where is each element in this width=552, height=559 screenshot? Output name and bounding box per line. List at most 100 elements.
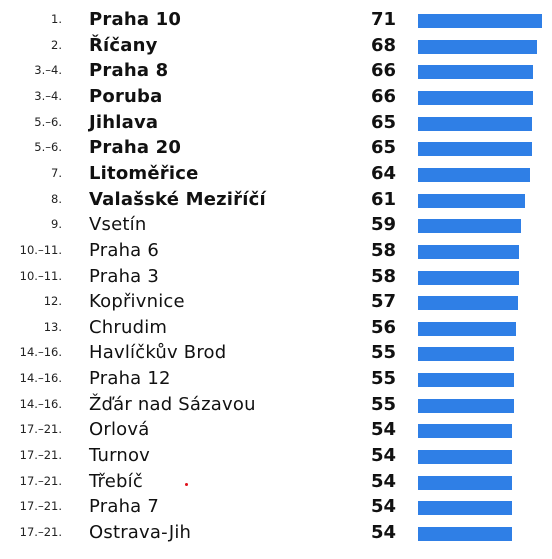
category-label: Říčany bbox=[89, 34, 158, 56]
value-label: 54 bbox=[370, 445, 396, 467]
category-label: Jihlava bbox=[89, 111, 159, 133]
table-row: 14.–16. Havlíčkův Brod 55 bbox=[0, 342, 552, 367]
table-row: 17.–21. Orlová 54 bbox=[0, 419, 552, 444]
value-label: 66 bbox=[370, 85, 396, 107]
category-label: Praha 6 bbox=[89, 239, 159, 261]
value-label: 65 bbox=[370, 111, 396, 133]
rank-label: 14.–16. bbox=[19, 345, 62, 360]
table-row: 17.–21. Třebíč 54 bbox=[0, 471, 552, 496]
table-row: 10.–11. Praha 3 58 bbox=[0, 266, 552, 291]
bar bbox=[418, 527, 513, 541]
value-label: 64 bbox=[370, 162, 396, 184]
bar bbox=[418, 244, 520, 259]
bar bbox=[418, 65, 534, 80]
category-label: Chrudim bbox=[89, 316, 168, 338]
value-label: 66 bbox=[370, 60, 396, 82]
rank-label: 17.–21. bbox=[19, 473, 62, 488]
rank-label: 5.–6. bbox=[34, 140, 62, 155]
rank-label: 10.–11. bbox=[19, 268, 62, 283]
value-label: 57 bbox=[370, 291, 396, 313]
value-label: 71 bbox=[370, 9, 396, 30]
bar bbox=[418, 116, 532, 131]
table-row: 9. Vsetín 59 bbox=[0, 214, 552, 239]
table-row: 17.–21. Praha 7 54 bbox=[0, 496, 552, 521]
bar bbox=[418, 450, 513, 465]
table-row: 3.–4. Poruba 66 bbox=[0, 86, 552, 111]
bar bbox=[418, 193, 525, 208]
bar bbox=[418, 296, 518, 311]
rank-label: 1. bbox=[51, 12, 62, 26]
table-row: 17.–21. Turnov 54 bbox=[0, 445, 552, 470]
value-label: 54 bbox=[370, 496, 396, 518]
value-label: 55 bbox=[370, 393, 396, 415]
category-label: Orlová bbox=[89, 419, 150, 441]
red-dot-marker bbox=[185, 483, 188, 486]
value-label: 55 bbox=[370, 368, 396, 390]
bar bbox=[418, 475, 513, 490]
value-label: 61 bbox=[370, 188, 396, 210]
rank-label: 5.–6. bbox=[34, 114, 62, 129]
rank-label: 13. bbox=[43, 319, 62, 334]
value-label: 58 bbox=[370, 265, 396, 287]
table-row: 10.–11. Praha 6 58 bbox=[0, 240, 552, 265]
rank-label: 12. bbox=[43, 294, 62, 309]
table-row: 17.–21. Ostrava-Jih 54 bbox=[0, 522, 552, 547]
bar bbox=[418, 501, 513, 516]
rank-label: 7. bbox=[51, 165, 62, 180]
category-label: Havlíčkův Brod bbox=[89, 342, 227, 364]
value-label: 54 bbox=[370, 522, 396, 543]
table-row: 8. Valašské Meziříčí 61 bbox=[0, 189, 552, 214]
category-label: Valašské Meziříčí bbox=[89, 188, 266, 210]
table-row: 14.–16. Praha 12 55 bbox=[0, 368, 552, 393]
bar bbox=[418, 270, 520, 285]
table-row: 13. Chrudim 56 bbox=[0, 317, 552, 342]
table-row: 3.–4. Praha 8 66 bbox=[0, 60, 552, 85]
category-label: Ostrava-Jih bbox=[89, 522, 192, 543]
table-row: 5.–6. Praha 20 65 bbox=[0, 137, 552, 162]
category-label: Praha 8 bbox=[89, 60, 169, 82]
category-label: Poruba bbox=[89, 85, 163, 107]
category-label: Praha 12 bbox=[89, 368, 171, 390]
rank-label: 17.–21. bbox=[19, 422, 62, 437]
table-row: 2. Říčany 68 bbox=[0, 35, 552, 60]
category-label: Litoměřice bbox=[89, 162, 199, 184]
value-label: 65 bbox=[370, 137, 396, 159]
bar bbox=[418, 219, 522, 234]
table-row: 12. Kopřivnice 57 bbox=[0, 291, 552, 316]
bar bbox=[418, 142, 532, 157]
rank-label: 3.–4. bbox=[34, 88, 62, 103]
rank-label: 9. bbox=[51, 217, 62, 232]
value-label: 54 bbox=[370, 419, 396, 441]
category-label: Praha 20 bbox=[89, 137, 182, 159]
table-row: 5.–6. Jihlava 65 bbox=[0, 112, 552, 137]
rank-label: 14.–16. bbox=[19, 371, 62, 386]
rank-label: 17.–21. bbox=[19, 499, 62, 514]
value-label: 59 bbox=[370, 214, 396, 236]
category-label: Třebíč bbox=[89, 470, 143, 492]
table-row: 7. Litoměřice 64 bbox=[0, 163, 552, 188]
bar bbox=[418, 90, 534, 105]
bar bbox=[418, 167, 530, 182]
bar bbox=[418, 39, 537, 54]
category-label: Žďár nad Sázavou bbox=[89, 393, 256, 415]
value-label: 54 bbox=[370, 470, 396, 492]
bar bbox=[418, 347, 515, 362]
bar bbox=[418, 424, 513, 439]
value-label: 55 bbox=[370, 342, 396, 364]
category-label: Turnov bbox=[89, 445, 151, 467]
rank-label: 10.–11. bbox=[19, 242, 62, 257]
value-label: 56 bbox=[370, 316, 396, 338]
bar bbox=[418, 398, 515, 413]
table-row: 14.–16. Žďár nad Sázavou 55 bbox=[0, 394, 552, 419]
value-label: 58 bbox=[370, 239, 396, 261]
bar bbox=[418, 373, 515, 388]
category-label: Praha 3 bbox=[89, 265, 159, 287]
rank-label: 3.–4. bbox=[34, 63, 62, 78]
category-label: Vsetín bbox=[89, 214, 147, 236]
category-label: Praha 7 bbox=[89, 496, 159, 518]
category-label: Praha 10 bbox=[89, 9, 182, 30]
table-row: 1. Praha 10 71 bbox=[0, 9, 552, 34]
rank-label: 2. bbox=[51, 37, 62, 52]
value-label: 68 bbox=[370, 34, 396, 56]
